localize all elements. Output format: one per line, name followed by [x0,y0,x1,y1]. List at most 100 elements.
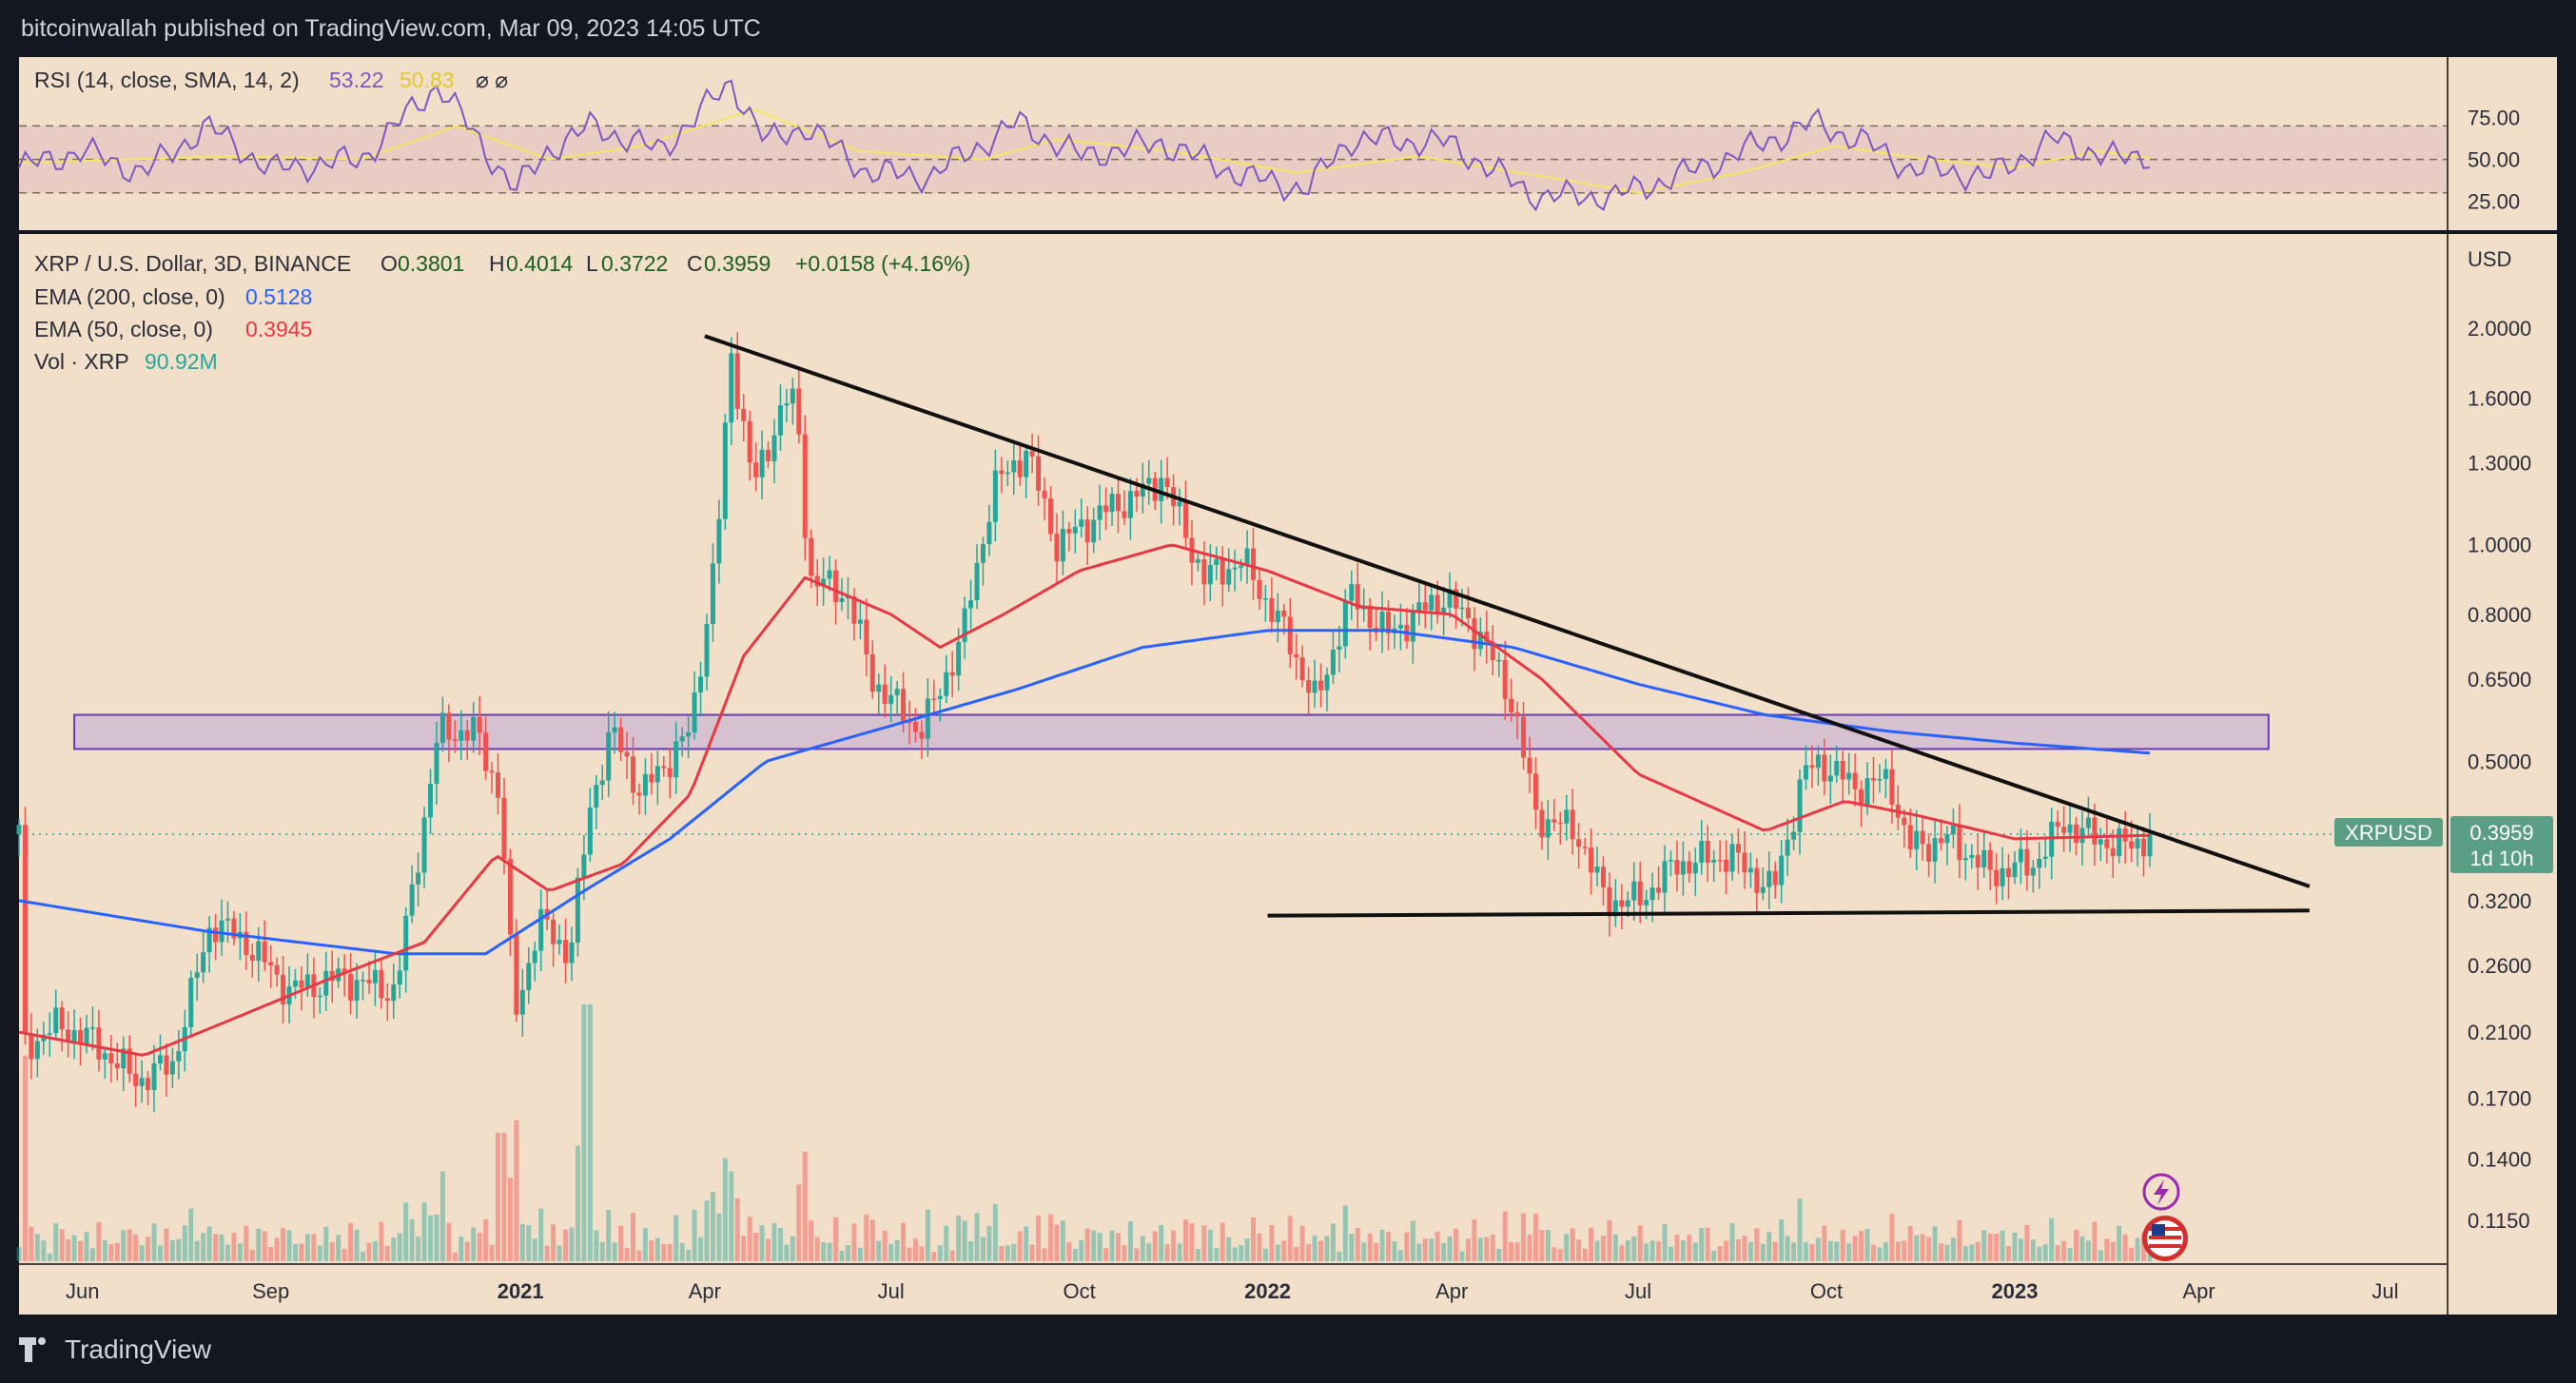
volume-bar [1717,1246,1723,1261]
candle [1527,736,1532,793]
candle [704,614,710,691]
us-flag-event-icon[interactable] [2142,1216,2188,1261]
candle [1711,849,1717,883]
volume-bar [496,1133,501,1261]
volume-bar [1079,1239,1084,1261]
tradingview-logo[interactable]: TradingView [19,1334,211,1365]
symbol-tag [2334,818,2443,847]
price-tick-label: 0.1400 [2468,1147,2531,1171]
candle [108,1035,114,1083]
rsi-legend-sma: 50.83 [400,68,455,92]
candle [2135,825,2140,867]
volume-bar [34,1234,40,1261]
candle [1815,745,1821,787]
volume-bar [403,1202,409,1261]
candle [1766,851,1772,910]
candle [268,945,274,988]
volume-bar [348,1222,354,1261]
candle [1447,572,1453,618]
volume-bar [1772,1241,1778,1261]
volume-bar [1576,1239,1582,1261]
candle [1772,861,1778,899]
lightning-event-icon[interactable] [2142,1173,2180,1211]
candle [439,696,445,752]
volume-bar [489,1244,495,1261]
volume-bar [594,1230,599,1261]
volume-bar [1177,1243,1182,1261]
volume-bar [2030,1239,2036,1261]
candle [434,721,439,806]
candle [692,671,697,740]
candle [299,965,304,1011]
volume-bar [1846,1243,1852,1261]
candle [1109,487,1115,526]
volume-bar [1294,1246,1299,1261]
volume-bar [164,1228,169,1261]
volume-bar [2092,1221,2098,1261]
descending-trendline[interactable] [704,334,2311,888]
volume-bar [833,1217,839,1261]
candle [459,710,464,761]
candle [1551,799,1557,831]
candle [1330,631,1336,684]
volume-bar [538,1208,544,1261]
candle [679,727,685,757]
candle [1116,476,1122,534]
candle [1269,577,1275,633]
volume-bar [1416,1243,1422,1261]
volume-bar [618,1225,624,1261]
candle [876,672,882,714]
volume-bar [1766,1232,1772,1261]
candle [1926,833,1932,878]
ohlc-o-value: 0.3801 [398,251,464,276]
volume-bar [569,1227,575,1261]
support-resistance-zone[interactable] [73,713,2270,750]
candle [1994,853,2000,905]
support-trendline[interactable] [1267,908,2310,918]
volume-bar [1207,1229,1213,1261]
volume-bar [366,1242,372,1261]
rsi-axis-ticks: 75.00 50.00 25.00 [2468,107,2520,214]
candle [1496,652,1502,677]
ema50-legend-value: 0.3945 [245,317,312,341]
candle [2098,828,2103,862]
volume-bar [1361,1242,1367,1261]
volume-legend-label: Vol · XRP [34,349,129,374]
volume-bar [1342,1205,1348,1261]
candle [980,536,986,586]
volume-bar [1509,1241,1514,1261]
candle [1920,816,1925,861]
volume-bar [66,1238,71,1261]
volume-bar [360,1251,365,1261]
candle [1576,823,1582,869]
volume-bar [16,1247,22,1261]
volume-bar [956,1215,962,1261]
candle [1760,867,1766,901]
candle [599,765,605,801]
candle [1785,818,1790,876]
volume-bar [311,1234,317,1261]
candle [1914,809,1920,871]
volume-bar [47,1253,52,1261]
volume-bar [1815,1237,1821,1261]
candle [496,752,501,815]
candle [1729,834,1735,881]
volume-bar [974,1213,980,1261]
candle [1472,607,1477,672]
candle [1220,546,1225,607]
volume-bar [329,1241,335,1261]
candle [1932,817,1938,884]
candle [249,943,255,978]
candle [1429,583,1434,631]
volume-bar [980,1237,986,1261]
volume-bar [1239,1245,1244,1261]
candle [1594,847,1600,886]
price-tick-label: 0.2100 [2468,1021,2531,1044]
volume-bar [1183,1219,1189,1261]
volume-bar [649,1240,654,1261]
volume-bar [716,1213,722,1261]
candle [642,758,648,815]
volume-bar [710,1192,715,1261]
volume-bar [231,1232,237,1261]
